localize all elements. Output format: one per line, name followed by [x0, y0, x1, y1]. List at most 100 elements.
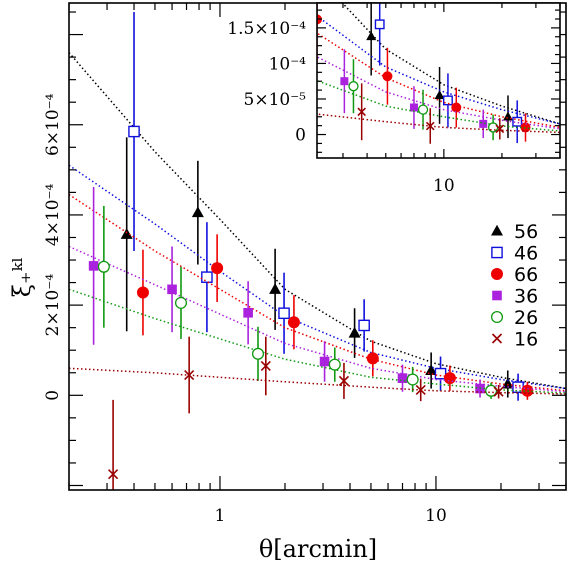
main-series-66-point-1	[211, 262, 224, 275]
legend-label-26: 26	[514, 307, 538, 329]
inset-series-46-point-4	[442, 95, 453, 106]
inset-series-36-point-2	[272, 0, 280, 8]
inset-series-16-point-5-stroke-b	[495, 124, 505, 134]
inset-series-36-point-4	[409, 103, 418, 112]
legend-label-56: 56	[514, 221, 538, 243]
inset-y-tick-label: 1.5×10⁻⁴	[227, 19, 306, 39]
main-series-36-model-curve	[69, 245, 566, 393]
main-series-66-point-0	[136, 286, 149, 299]
inset-series-16-point-4-stroke-b	[425, 121, 435, 131]
main-series-36-point-3	[319, 356, 330, 367]
inset-series-16-point-5	[495, 124, 505, 134]
main-series-56-model-curve	[69, 52, 566, 390]
inset-series-16-point-3-stroke-b	[357, 107, 366, 117]
inset-series-46-point-5	[512, 116, 523, 127]
legend-label-16: 16	[514, 329, 538, 351]
main-series-36-point-1	[167, 284, 177, 295]
main-series-16-point-1	[184, 369, 195, 381]
main-series-56-point-4	[425, 364, 438, 376]
legend-item-56: 56	[491, 221, 538, 243]
main-series-56-point-5	[501, 377, 514, 389]
main-series-26-point-0	[97, 260, 110, 273]
main-series-16-point-0	[108, 469, 119, 480]
main-series-46	[69, 12, 566, 401]
main-x-tick-label: 10	[425, 506, 447, 526]
main-series-16-point-2	[260, 360, 271, 372]
main-series-16-point-3-stroke-b	[338, 375, 350, 386]
inset-series-56-model-curve	[341, 3, 560, 125]
legend-marker-16	[491, 333, 503, 344]
inset-series-46	[304, 1, 560, 144]
inset-series-66-point-5	[520, 122, 531, 133]
y-axis-label: ξ₊ᵏˡ	[8, 257, 36, 297]
inset-series-26-point-3	[348, 81, 359, 92]
legend-marker-26	[490, 310, 504, 324]
inset-axes-ticks: 10 0 5×10⁻⁵ 10⁻⁴ 1.5×10⁻⁴	[227, 3, 561, 196]
main-series-46-point-4	[434, 367, 447, 380]
inset-y-tick-label: 0	[295, 126, 306, 146]
main-series-56-point-0	[120, 228, 133, 239]
legend-item-26: 26	[490, 307, 538, 329]
inset-series-16-point-0-stroke-b	[152, 255, 160, 263]
main-y-tick-label: 0	[43, 390, 63, 401]
inset-series-26-point-4	[417, 104, 429, 115]
inset-series-36-model-curve	[317, 56, 560, 130]
inset-series-16-point-0	[152, 255, 160, 263]
inset-frame	[316, 2, 561, 159]
main-series-46-point-1	[201, 271, 213, 283]
main-series-36-point-0	[88, 261, 99, 271]
main-series-16	[69, 336, 566, 490]
main-y-tick-label: 2×10⁻⁴	[43, 274, 63, 337]
inset-series-16-point-1-stroke-b	[220, 99, 228, 107]
main-series-56-point-2	[269, 283, 282, 294]
legend-item-66: 66	[491, 264, 538, 286]
inset-series-16-point-0-stroke-a	[152, 255, 160, 263]
inset-series-56-point-4	[434, 90, 445, 100]
main-series-16-point-5-stroke-b	[493, 386, 504, 397]
inset-series-16	[152, 83, 560, 263]
main-plot	[69, 12, 566, 490]
inset-series-26	[317, 59, 560, 141]
inset-series-66-point-3	[382, 71, 393, 82]
legend-marker-36	[492, 290, 502, 301]
main-series-56-point-1	[191, 206, 204, 218]
main-series-26-point-5	[485, 384, 498, 397]
main-series-36	[69, 186, 566, 398]
inset-series-16-point-4	[425, 121, 435, 131]
inset-series-16-point-1-stroke-a	[220, 99, 228, 107]
legend-marker-46	[491, 246, 503, 259]
main-series-16-point-2-stroke-b	[260, 360, 271, 372]
main-series-36-point-4	[397, 373, 408, 383]
inset-background	[317, 3, 560, 158]
inset-series-16-model-curve	[317, 113, 560, 134]
main-series-16-point-4-stroke-b	[415, 384, 426, 395]
main-series-56-point-3	[348, 326, 361, 338]
main-series-26-point-4	[406, 373, 419, 386]
inset-clipped-layer	[152, 0, 560, 263]
inset-plot	[152, 0, 560, 263]
main-series-46-point-2	[278, 307, 290, 320]
legend-marker-56	[491, 224, 503, 236]
legend-label-66: 66	[514, 264, 538, 286]
main-series-26-point-3	[328, 358, 341, 371]
main-series-26-point-2	[251, 347, 265, 360]
legend-item-16: 16	[491, 329, 538, 351]
main-series-66	[69, 193, 566, 400]
inset-series-56-point-3	[366, 31, 377, 41]
main-series-66-point-4	[443, 372, 456, 385]
legend-marker-66	[491, 268, 503, 280]
main-series-46-point-3	[358, 319, 370, 332]
inset-series-46-point-2	[304, 1, 313, 10]
inset-series-66-point-4	[451, 102, 462, 113]
inset-series-46-point-3	[374, 19, 385, 30]
inset-series-66	[317, 3, 560, 142]
legend-label-46: 46	[514, 243, 538, 265]
inset-series-36-point-5	[479, 119, 488, 128]
main-series-26-point-1	[174, 296, 188, 309]
legend-item-46: 46	[491, 243, 538, 265]
main-series-16-point-5	[493, 386, 504, 397]
main-series-16-point-4	[415, 384, 426, 395]
inset-series-36-point-3	[340, 77, 349, 86]
main-series-16-point-1-stroke-b	[184, 369, 195, 381]
